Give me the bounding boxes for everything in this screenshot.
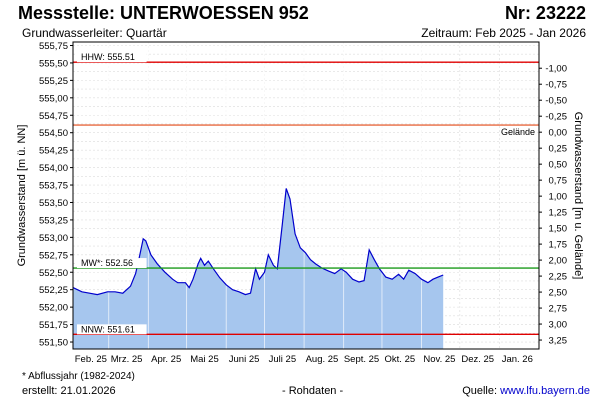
y-axis-title-left: Grundwasserstand [m ü. NN] — [16, 125, 28, 267]
x-tick-label: Mrz. 25 — [111, 354, 143, 365]
station-number: Nr: 23222 — [504, 3, 586, 23]
y-tick-label-right: 1,00 — [549, 192, 568, 203]
y-tick-label-left: 552,00 — [39, 303, 68, 314]
y-tick-label-left: 552,25 — [39, 285, 68, 296]
y-tick-label-left: 552,75 — [39, 250, 68, 261]
y-tick-label-right: 3,25 — [549, 336, 568, 347]
y-tick-label-right: -0,50 — [545, 96, 567, 107]
y-tick-label-left: 555,25 — [39, 76, 68, 87]
y-tick-label-left: 553,25 — [39, 215, 68, 226]
y-tick-label-left: 555,75 — [39, 41, 68, 52]
x-tick-label: Sept. 25 — [344, 354, 379, 365]
period-label: Zeitraum: Feb 2025 - Jan 2026 — [421, 26, 586, 40]
source-prefix: Quelle: — [462, 385, 501, 397]
source-note: Quelle: www.lfu.bayern.de — [462, 385, 590, 397]
x-tick-label: Jan. 26 — [502, 354, 533, 365]
y-tick-label-right: -0,75 — [545, 80, 567, 91]
reference-label: Gelände — [501, 127, 535, 137]
y-tick-label-right: 0,00 — [549, 128, 568, 139]
y-tick-label-right: 0,25 — [549, 144, 568, 155]
y-tick-label-left: 555,00 — [39, 93, 68, 104]
y-tick-label-left: 553,00 — [39, 233, 68, 244]
rawdata-note: - Rohdaten - — [282, 385, 344, 397]
series-line — [72, 188, 444, 296]
station-title: Messstelle: UNTERWOESSEN 952 — [18, 3, 309, 23]
created-date: erstellt: 21.01.2026 — [22, 385, 116, 397]
y-tick-label-left: 551,50 — [39, 338, 68, 349]
x-tick-label: Feb. 25 — [75, 354, 107, 365]
x-tick-label: Juni 25 — [229, 354, 260, 365]
y-tick-label-right: -0,25 — [545, 112, 567, 123]
y-tick-label-right: 2,50 — [549, 288, 568, 299]
source-link[interactable]: www.lfu.bayern.de — [500, 385, 590, 397]
x-tick-label: Okt. 25 — [385, 354, 416, 365]
reference-label-bg — [77, 258, 147, 269]
footnote: * Abflussjahr (1982-2024) — [22, 371, 135, 382]
y-tick-label-left: 554,50 — [39, 128, 68, 139]
y-tick-label-left: 553,75 — [39, 181, 68, 192]
y-tick-label-right: 1,50 — [549, 224, 568, 235]
y-tick-label-right: 2,75 — [549, 304, 568, 315]
series-area — [73, 188, 444, 349]
reference-label: HHW: 555.51 — [81, 52, 135, 62]
y-tick-label-left: 551,75 — [39, 320, 68, 331]
x-tick-label: Aug. 25 — [306, 354, 339, 365]
x-tick-label: Dez. 25 — [461, 354, 494, 365]
aquifer-label: Grundwasserleiter: Quartär — [22, 26, 167, 40]
y-tick-label-right: 2,00 — [549, 256, 568, 267]
reference-label: MW*: 552.56 — [81, 258, 133, 268]
reference-label-bg — [77, 52, 147, 63]
x-tick-label: Juli 25 — [269, 354, 296, 365]
y-tick-label-left: 555,50 — [39, 58, 68, 69]
y-tick-label-right: -1,00 — [545, 64, 567, 75]
y-tick-label-right: 0,75 — [549, 176, 568, 187]
y-axis-title-right: Grundwasserstand [m u. Gelände] — [572, 112, 584, 280]
y-tick-label-right: 0,50 — [549, 160, 568, 171]
y-tick-label-left: 553,50 — [39, 198, 68, 209]
y-tick-label-left: 554,25 — [39, 146, 68, 157]
reference-label-bg — [77, 324, 147, 335]
y-tick-label-left: 554,75 — [39, 111, 68, 122]
y-tick-label-right: 1,25 — [549, 208, 568, 219]
y-tick-label-right: 3,00 — [549, 320, 568, 331]
reference-label: NNW: 551.61 — [81, 324, 135, 334]
y-tick-label-right: 2,25 — [549, 272, 568, 283]
y-tick-label-right: 1,75 — [549, 240, 568, 251]
y-tick-label-left: 554,00 — [39, 163, 68, 174]
y-tick-label-left: 552,50 — [39, 268, 68, 279]
plot-frame — [72, 41, 540, 350]
x-tick-label: Apr. 25 — [151, 354, 181, 365]
x-tick-label: Mai 25 — [190, 354, 219, 365]
x-tick-label: Nov. 25 — [423, 354, 455, 365]
